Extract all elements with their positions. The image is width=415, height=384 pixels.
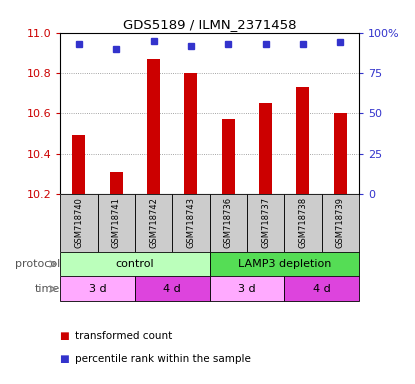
- Bar: [210, 194, 247, 252]
- Text: percentile rank within the sample: percentile rank within the sample: [75, 354, 251, 364]
- Text: GSM718737: GSM718737: [261, 197, 270, 248]
- Bar: [135, 276, 210, 301]
- Bar: [72, 136, 85, 194]
- Text: 4 d: 4 d: [313, 284, 330, 294]
- Bar: [135, 194, 172, 252]
- Bar: [110, 172, 123, 194]
- Bar: [60, 252, 210, 276]
- Text: GSM718736: GSM718736: [224, 197, 233, 248]
- Text: transformed count: transformed count: [75, 331, 172, 341]
- Bar: [259, 103, 272, 194]
- Bar: [222, 119, 235, 194]
- Text: protocol: protocol: [15, 259, 60, 269]
- Bar: [210, 276, 284, 301]
- Text: control: control: [115, 259, 154, 269]
- Text: GSM718742: GSM718742: [149, 197, 158, 248]
- Bar: [172, 194, 210, 252]
- Text: 4 d: 4 d: [164, 284, 181, 294]
- Bar: [322, 194, 359, 252]
- Bar: [147, 59, 160, 194]
- Bar: [184, 73, 198, 194]
- Text: time: time: [35, 284, 60, 294]
- Bar: [210, 252, 359, 276]
- Bar: [98, 194, 135, 252]
- Bar: [334, 113, 347, 194]
- Text: 3 d: 3 d: [238, 284, 256, 294]
- Text: ■: ■: [60, 331, 73, 341]
- Text: ■: ■: [60, 354, 73, 364]
- Text: LAMP3 depletion: LAMP3 depletion: [237, 259, 331, 269]
- Text: 3 d: 3 d: [89, 284, 106, 294]
- Bar: [60, 194, 98, 252]
- Text: GSM718738: GSM718738: [298, 197, 308, 248]
- Bar: [247, 194, 284, 252]
- Bar: [296, 87, 310, 194]
- Text: GSM718739: GSM718739: [336, 197, 345, 248]
- Text: GSM718740: GSM718740: [74, 197, 83, 248]
- Text: GSM718743: GSM718743: [186, 197, 195, 248]
- Title: GDS5189 / ILMN_2371458: GDS5189 / ILMN_2371458: [123, 18, 296, 31]
- Bar: [284, 276, 359, 301]
- Bar: [284, 194, 322, 252]
- Bar: [60, 276, 135, 301]
- Text: GSM718741: GSM718741: [112, 197, 121, 248]
